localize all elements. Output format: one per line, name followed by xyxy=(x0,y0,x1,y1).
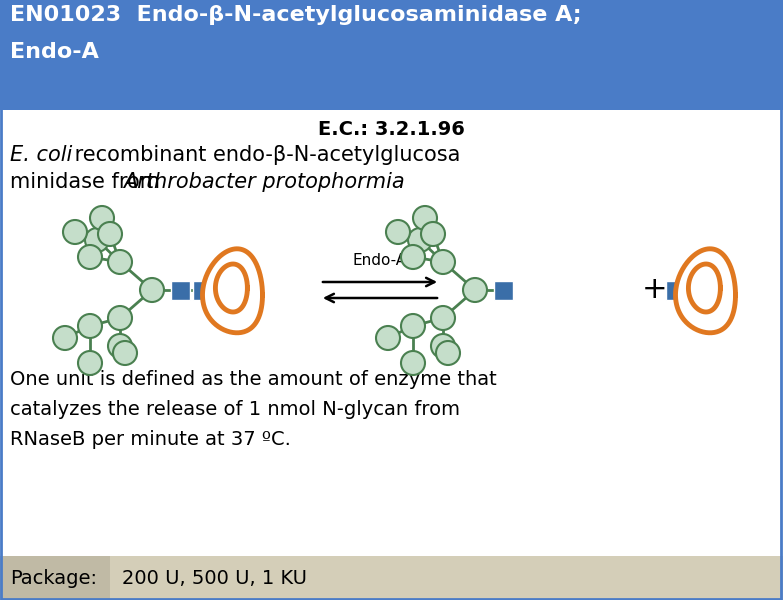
Circle shape xyxy=(98,222,122,246)
Circle shape xyxy=(53,326,77,350)
Text: Endo-A: Endo-A xyxy=(10,42,99,62)
Circle shape xyxy=(431,250,455,274)
Polygon shape xyxy=(203,249,262,333)
Text: 200 U, 500 U, 1 KU: 200 U, 500 U, 1 KU xyxy=(122,569,307,587)
Bar xyxy=(0,556,110,600)
Bar xyxy=(493,280,513,299)
Polygon shape xyxy=(688,264,720,312)
Text: catalyzes the release of 1 nmol N-glycan from: catalyzes the release of 1 nmol N-glycan… xyxy=(10,400,460,419)
Circle shape xyxy=(78,245,102,269)
Circle shape xyxy=(90,206,114,230)
Text: E.C.: 3.2.1.96: E.C.: 3.2.1.96 xyxy=(318,120,464,139)
Circle shape xyxy=(78,314,102,338)
Circle shape xyxy=(421,222,445,246)
Circle shape xyxy=(408,228,432,252)
Circle shape xyxy=(108,334,132,358)
Circle shape xyxy=(108,306,132,330)
Bar xyxy=(110,556,783,600)
Circle shape xyxy=(113,341,137,365)
Text: Endo-A: Endo-A xyxy=(353,253,407,268)
Text: +: + xyxy=(642,275,668,304)
Circle shape xyxy=(463,278,487,302)
Text: Arthrobacter protophormia: Arthrobacter protophormia xyxy=(123,172,405,192)
Circle shape xyxy=(108,250,132,274)
Bar xyxy=(171,280,189,299)
Circle shape xyxy=(85,228,109,252)
Circle shape xyxy=(431,306,455,330)
Circle shape xyxy=(63,220,87,244)
Circle shape xyxy=(78,351,102,375)
Text: E. coli: E. coli xyxy=(10,145,72,165)
Circle shape xyxy=(376,326,400,350)
Circle shape xyxy=(401,245,425,269)
Circle shape xyxy=(401,351,425,375)
Bar xyxy=(193,280,211,299)
Circle shape xyxy=(431,334,455,358)
Circle shape xyxy=(436,341,460,365)
Text: Package:: Package: xyxy=(10,569,97,587)
Text: EN01023  Endo-β-N-acetylglucosaminidase A;: EN01023 Endo-β-N-acetylglucosaminidase A… xyxy=(10,5,582,25)
Circle shape xyxy=(386,220,410,244)
Text: recombinant endo-β-N-acetylglucosa: recombinant endo-β-N-acetylglucosa xyxy=(68,145,460,165)
Text: RNaseB per minute at 37 ºC.: RNaseB per minute at 37 ºC. xyxy=(10,430,290,449)
Circle shape xyxy=(413,206,437,230)
Text: One unit is defined as the amount of enzyme that: One unit is defined as the amount of enz… xyxy=(10,370,496,389)
Polygon shape xyxy=(676,249,735,333)
Bar xyxy=(666,280,684,299)
Polygon shape xyxy=(215,264,247,312)
Bar xyxy=(0,0,783,110)
Text: minidase from: minidase from xyxy=(10,172,167,192)
Circle shape xyxy=(401,314,425,338)
Circle shape xyxy=(140,278,164,302)
